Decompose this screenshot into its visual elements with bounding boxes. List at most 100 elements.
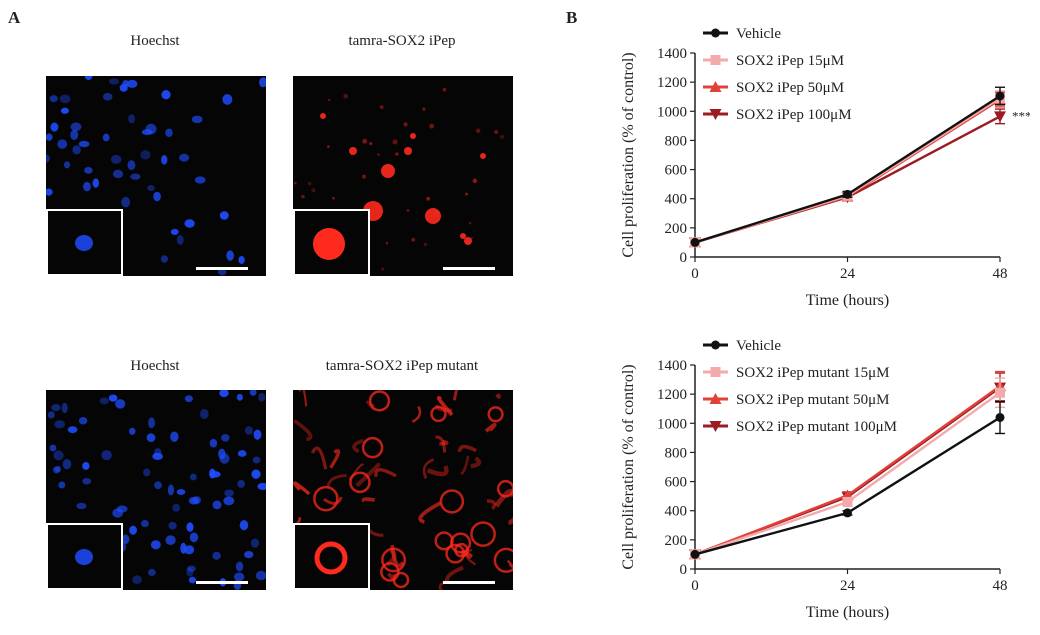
x-tick-label: 0	[691, 266, 699, 282]
nucleus	[180, 542, 187, 554]
series-0	[690, 400, 1005, 559]
nucleus	[147, 184, 155, 192]
series-line	[694, 385, 1001, 556]
nucleus	[219, 211, 229, 220]
membrane-stroke	[326, 473, 347, 488]
membrane-stroke	[470, 456, 482, 469]
y-tick-label: 0	[680, 562, 688, 578]
fluorescent-speck	[332, 196, 335, 200]
membrane-stroke	[352, 438, 365, 454]
membrane-stroke	[310, 446, 328, 470]
nucleus	[237, 450, 247, 457]
membrane-stroke	[355, 462, 381, 488]
nucleus	[212, 500, 222, 510]
cell-outline	[445, 543, 466, 564]
data-point	[709, 421, 722, 432]
nucleus	[258, 392, 266, 402]
nucleus	[58, 481, 66, 489]
inset	[293, 209, 370, 276]
nucleus	[187, 565, 196, 572]
nucleus	[154, 481, 162, 490]
membrane-stroke	[298, 390, 308, 407]
legend-label: SOX2 iPep mutant 50μM	[736, 392, 889, 408]
nucleus	[255, 570, 266, 581]
nucleus	[244, 426, 253, 435]
y-tick-label: 400	[665, 192, 688, 208]
panel-label-b: B	[566, 8, 578, 27]
inset-frame	[293, 523, 370, 590]
series-line	[694, 416, 1001, 556]
y-tick-label: 600	[665, 163, 688, 179]
micrograph-ipep-mutant	[293, 390, 513, 590]
inset-nucleus	[75, 235, 93, 251]
nucleus	[194, 176, 206, 184]
legend-entry: Vehicle	[703, 338, 781, 354]
fluorescent-speck	[343, 93, 349, 99]
nucleus	[67, 426, 78, 434]
nucleus	[99, 397, 109, 405]
cell-layer	[46, 390, 266, 590]
x-tick-label: 48	[993, 266, 1008, 282]
x-tick-label: 0	[691, 578, 699, 594]
nucleus	[165, 535, 176, 546]
fluorescent-speck	[307, 181, 312, 186]
legend-label: Vehicle	[736, 338, 781, 354]
fluorescent-speck	[380, 267, 385, 271]
fluorescent-speck	[465, 192, 469, 196]
nucleus	[160, 255, 168, 263]
nucleus	[51, 403, 61, 412]
nucleus	[126, 79, 138, 88]
nucleus	[184, 395, 193, 403]
y-tick-label: 800	[665, 445, 688, 461]
nucleus	[200, 408, 209, 419]
fluorescent-speck	[423, 242, 428, 247]
fluorescent-speck	[362, 174, 366, 179]
membrane-stroke	[484, 422, 497, 433]
nucleus	[191, 115, 203, 124]
legend-label: SOX2 iPep mutant 15μM	[736, 365, 889, 381]
fluorescent-speck	[475, 128, 481, 134]
nucleus	[161, 154, 168, 165]
membrane-stroke	[495, 393, 501, 399]
fluorescent-speck	[403, 122, 408, 127]
fluorescent-speck	[294, 181, 297, 185]
nucleus	[112, 169, 124, 179]
data-point	[709, 393, 722, 404]
nucleus	[82, 461, 90, 470]
nucleus	[78, 140, 90, 148]
nucleus	[179, 153, 190, 162]
data-point	[843, 508, 852, 518]
data-point	[711, 28, 720, 38]
y-tick-label: 800	[665, 133, 688, 149]
data-point	[709, 109, 722, 120]
fluorescent-speck	[395, 152, 399, 156]
nucleus	[153, 191, 161, 202]
fluorescent-speck	[311, 188, 316, 193]
nucleus	[252, 456, 261, 464]
fluorescent-spot	[425, 208, 441, 224]
membrane-stroke	[506, 559, 513, 569]
cell-outline	[470, 521, 496, 547]
nucleus	[121, 534, 130, 545]
nucleus	[222, 94, 233, 105]
cell-outline	[368, 390, 391, 412]
inset	[46, 523, 123, 590]
y-axis-label: Cell proliferation (% of control)	[620, 52, 637, 257]
y-tick-label: 0	[680, 250, 688, 266]
data-point	[842, 496, 853, 507]
data-point	[690, 549, 700, 559]
y-tick-label: 400	[665, 504, 688, 520]
fluorescent-speck	[468, 222, 472, 225]
nucleus	[46, 133, 53, 141]
fluorescent-speck	[442, 87, 447, 92]
micrograph-ipep	[293, 76, 513, 276]
nucleus	[238, 255, 245, 264]
inset	[46, 209, 123, 276]
legend-entry: SOX2 iPep 50μM	[703, 80, 844, 96]
membrane-stroke	[436, 396, 454, 417]
fluorescent-speck	[434, 211, 439, 216]
nucleus	[60, 107, 69, 114]
nucleus	[49, 444, 57, 452]
nucleus	[184, 545, 195, 555]
fluorescent-spot	[460, 233, 466, 239]
